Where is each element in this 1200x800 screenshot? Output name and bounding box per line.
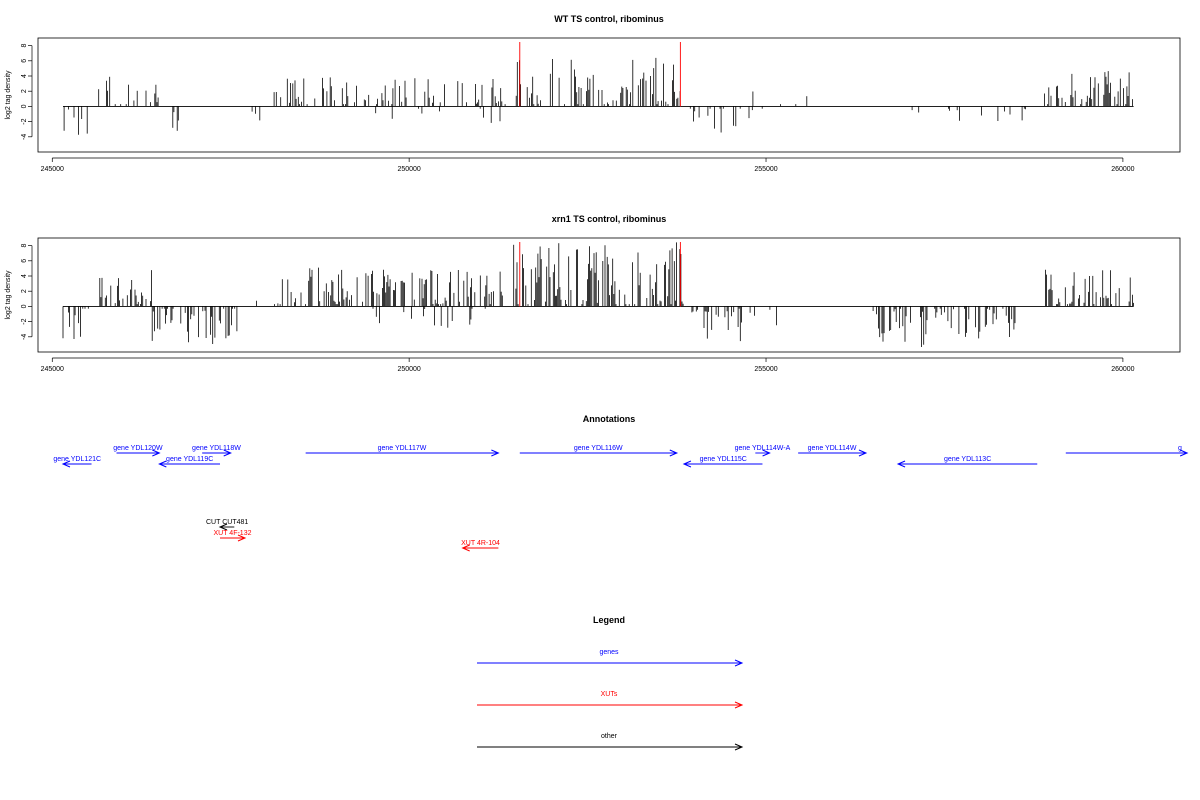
- y-axis-label: log2 tag density: [5, 270, 12, 320]
- wt-track-panel: WT TS control, ribominus -4 -2 0 2 4 6 8 log2 ta…: [5, 14, 1181, 173]
- y-tick-label: -2: [21, 318, 28, 324]
- y-tick-label: 4: [21, 274, 28, 278]
- annotation-item: gene YDL121C: [53, 456, 101, 468]
- annotation-item: gene YDL115C: [682, 456, 763, 468]
- annotation-item: XUT 4R-104: [461, 540, 500, 552]
- x-tick-label: 260000: [1111, 366, 1134, 373]
- annotation-item: g: [1065, 445, 1189, 457]
- legend-title: Legend: [593, 615, 625, 625]
- annotation-item: XUT 4F-132: [213, 530, 252, 542]
- annotation-item: gene YDL116W: [519, 445, 679, 457]
- y-tick-label: 6: [21, 259, 28, 263]
- annotation-item: gene YDL120W: [113, 445, 163, 457]
- annotation-label: g: [1178, 445, 1182, 452]
- annotation-arrow-head: [1179, 449, 1189, 457]
- y-tick-label: -4: [21, 334, 28, 340]
- y-tick-label: 8: [21, 44, 28, 48]
- y-axis-label: log2 tag density: [5, 70, 12, 120]
- annotation-arrow-head: [152, 449, 161, 457]
- annotation-arrow-head: [762, 449, 771, 457]
- legend-arrow-head: [734, 659, 744, 667]
- x-tick-label: 245000: [41, 366, 64, 373]
- annotation-label: gene YDL114W: [808, 445, 857, 452]
- x-tick-label: 260000: [1111, 166, 1134, 173]
- annotation-item: gene YDL114W: [798, 445, 868, 457]
- annotations-title: Annotations: [583, 414, 636, 424]
- annotation-arrow-head: [461, 544, 470, 552]
- annotation-arrow-head: [669, 449, 679, 457]
- annotation-label: gene YDL121C: [53, 456, 101, 463]
- annotation-label: gene YDL113C: [944, 456, 991, 463]
- annotation-item: gene YDL117W: [305, 445, 500, 457]
- y-tick-label: 2: [21, 89, 28, 93]
- annotation-arrow-head: [491, 449, 500, 457]
- annotation-label: CUT CUT481: [206, 519, 248, 526]
- legend-arrow-head: [734, 701, 744, 709]
- legend-panel: Legend genes XUTs other: [477, 615, 744, 751]
- legend-item: XUTs: [477, 691, 744, 709]
- y-tick-label: 4: [21, 74, 28, 78]
- x-tick-label: 255000: [754, 166, 777, 173]
- y-tick-label: 0: [21, 104, 28, 108]
- annotation-arrow-head: [223, 449, 232, 457]
- annotation-label: gene YDL114W-A: [735, 445, 791, 452]
- annotation-label: gene YDL117W: [378, 445, 427, 452]
- legend-label: other: [601, 733, 618, 740]
- y-tick-label: -2: [21, 118, 28, 124]
- annotation-label: gene YDL119C: [166, 456, 213, 463]
- annotation-item: gene YDL114W-A: [735, 445, 791, 457]
- annotation-item: gene YDL119C: [158, 456, 221, 468]
- annotation-arrow-head: [682, 460, 692, 468]
- annotation-label: XUT 4R-104: [461, 540, 500, 547]
- annotation-label: gene YDL118W: [192, 445, 241, 452]
- y-tick-label: 8: [21, 244, 28, 248]
- legend-item: genes: [477, 649, 744, 667]
- y-tick-label: 6: [21, 59, 28, 63]
- annotation-item: gene YDL118W: [192, 445, 241, 457]
- annotation-arrow-head: [158, 460, 167, 468]
- plot-frame: [37, 37, 1181, 153]
- legend-arrow-head: [734, 743, 744, 751]
- chart-title: WT TS control, ribominus: [554, 14, 664, 24]
- y-tick-label: 2: [21, 289, 28, 293]
- legend-item: other: [477, 733, 744, 751]
- annotation-item: gene YDL113C: [896, 456, 1038, 468]
- plot-frame: [37, 237, 1181, 353]
- density-bars: [63, 57, 1133, 135]
- y-tick-label: -4: [21, 134, 28, 140]
- x-tick-label: 245000: [41, 166, 64, 173]
- annotation-arrow-head: [896, 460, 906, 468]
- annotation-arrow-head: [237, 534, 247, 542]
- y-tick-label: 0: [21, 304, 28, 308]
- annotation-label: XUT 4F-132: [213, 530, 251, 537]
- density-bars: [62, 242, 1134, 347]
- annotation-arrow-head: [61, 460, 71, 468]
- x-tick-label: 250000: [397, 366, 420, 373]
- annotation-arrow-head: [218, 523, 228, 531]
- annotation-item: CUT CUT481: [206, 519, 248, 531]
- xrn1-track-panel: xrn1 TS control, ribominus -4 -2 0 2 4 6 8 log2 …: [5, 214, 1181, 373]
- annotation-label: gene YDL115C: [700, 456, 747, 463]
- annotation-label: gene YDL116W: [574, 445, 623, 452]
- x-tick-label: 250000: [397, 166, 420, 173]
- legend-label: XUTs: [601, 691, 618, 698]
- legend-label: genes: [599, 649, 619, 656]
- x-tick-label: 255000: [754, 366, 777, 373]
- chart-title: xrn1 TS control, ribominus: [552, 214, 667, 224]
- annotation-arrow-head: [858, 449, 868, 457]
- annotation-label: gene YDL120W: [113, 445, 163, 452]
